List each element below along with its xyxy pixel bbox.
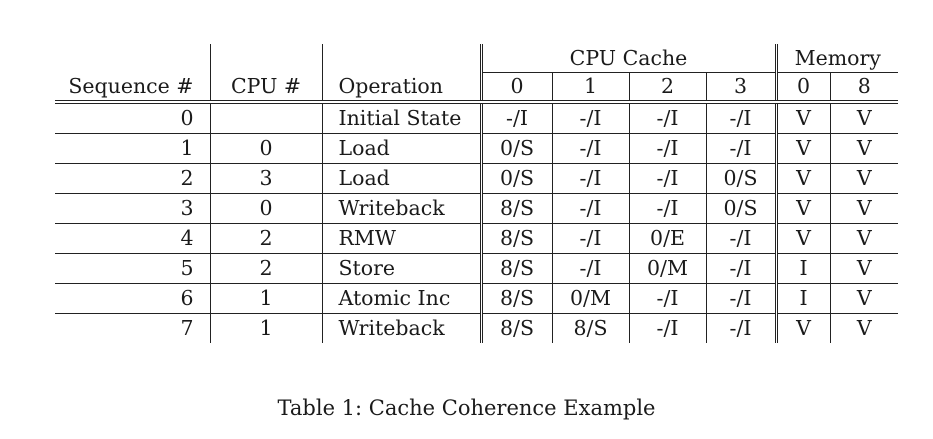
cache-state-cell: 0/S (705, 163, 776, 194)
cache-state-cell: 8/S (479, 223, 552, 254)
cache-state-cell: -/I (705, 223, 776, 254)
cache-state-cell: -/I (551, 163, 629, 194)
operation-cell: Store (321, 253, 481, 284)
cache-state-cell: -/I (628, 133, 706, 164)
memory-state-cell: V (774, 223, 830, 254)
blank-header-cell (209, 44, 322, 73)
sequence-cell: 0 (55, 102, 210, 134)
operation-cell: Initial State (321, 102, 481, 134)
blank-header-cell (321, 44, 481, 73)
memory-state-cell: V (829, 253, 898, 284)
cpu-column-header: CPU # (209, 72, 322, 104)
sequence-cell: 5 (55, 253, 210, 284)
sequence-cell: 1 (55, 133, 210, 164)
table-row: 5 2 Store 8/S -/I 0/M -/I I V (55, 253, 898, 284)
cache-state-cell: -/I (479, 102, 552, 134)
cache-state-cell: 8/S (479, 193, 552, 224)
cache-state-cell: 0/S (479, 133, 552, 164)
operation-cell: Atomic Inc (321, 283, 481, 314)
cache-state-cell: -/I (705, 283, 776, 314)
table-row: 4 2 RMW 8/S -/I 0/E -/I V V (55, 223, 898, 254)
cache-state-cell: 8/S (479, 253, 552, 284)
cache-state-cell: -/I (705, 313, 776, 343)
table-row: 1 0 Load 0/S -/I -/I -/I V V (55, 133, 898, 164)
cache-state-cell: 8/S (479, 313, 552, 343)
table-caption: Table 1: Cache Coherence Example (277, 396, 656, 420)
operation-cell: Writeback (321, 193, 481, 224)
operation-cell: Load (321, 163, 481, 194)
memory-state-cell: V (774, 193, 830, 224)
memory-state-cell: V (774, 313, 830, 343)
group-header-row: CPU Cache Memory (55, 44, 898, 73)
blank-header-cell (55, 44, 210, 73)
memory-column-header: 8 (829, 72, 898, 104)
operation-cell: Writeback (321, 313, 481, 343)
cache-state-cell: 0/S (705, 193, 776, 224)
table-row: 3 0 Writeback 8/S -/I -/I 0/S V V (55, 193, 898, 224)
cache-column-header: 3 (705, 72, 776, 104)
memory-state-cell: V (829, 283, 898, 314)
cpu-cell: 1 (209, 313, 322, 343)
cache-state-cell: -/I (551, 253, 629, 284)
cache-state-cell: -/I (551, 223, 629, 254)
cache-state-cell: -/I (551, 133, 629, 164)
memory-state-cell: V (829, 133, 898, 164)
memory-state-cell: I (774, 283, 830, 314)
cpu-cell: 2 (209, 223, 322, 254)
cache-state-cell: 0/M (628, 253, 706, 284)
cache-state-cell: -/I (705, 133, 776, 164)
memory-state-cell: V (829, 223, 898, 254)
sequence-cell: 6 (55, 283, 210, 314)
table-row: 2 3 Load 0/S -/I -/I 0/S V V (55, 163, 898, 194)
cpu-cell: 3 (209, 163, 322, 194)
memory-state-cell: I (774, 253, 830, 284)
cache-state-cell: 0/M (551, 283, 629, 314)
cache-state-cell: -/I (551, 193, 629, 224)
memory-state-cell: V (829, 193, 898, 224)
cpu-cell: 2 (209, 253, 322, 284)
cache-state-cell: -/I (628, 313, 706, 343)
sequence-cell: 2 (55, 163, 210, 194)
table-row: 7 1 Writeback 8/S 8/S -/I -/I V V (55, 313, 898, 343)
table-row: 0 Initial State -/I -/I -/I -/I V V (55, 102, 898, 134)
sequence-cell: 4 (55, 223, 210, 254)
cpu-cache-group-header: CPU Cache (479, 44, 776, 73)
operation-cell: Load (321, 133, 481, 164)
column-header-row: Sequence # CPU # Operation 0 1 2 3 0 8 (55, 72, 898, 104)
operation-column-header: Operation (321, 72, 481, 104)
cache-state-cell: -/I (628, 163, 706, 194)
cpu-cell: 0 (209, 193, 322, 224)
memory-column-header: 0 (774, 72, 830, 104)
cache-column-header: 1 (551, 72, 629, 104)
cache-state-cell: -/I (628, 193, 706, 224)
cache-state-cell: -/I (705, 102, 776, 134)
sequence-cell: 7 (180, 316, 194, 341)
cache-state-cell: 8/S (551, 313, 629, 343)
cpu-cell: 0 (209, 133, 322, 164)
cache-state-cell: -/I (551, 102, 629, 134)
cache-state-cell: -/I (628, 283, 706, 314)
cache-column-header: 0 (479, 72, 552, 104)
operation-cell: RMW (321, 223, 481, 254)
cache-state-cell: -/I (705, 253, 776, 284)
memory-group-header: Memory (774, 44, 898, 73)
cache-column-header: 2 (628, 72, 706, 104)
cache-state-cell: 8/S (479, 283, 552, 314)
cpu-cell (209, 102, 322, 134)
memory-state-cell: V (829, 102, 898, 134)
table-row: 6 1 Atomic Inc 8/S 0/M -/I -/I I V (55, 283, 898, 314)
cache-state-cell: 0/S (479, 163, 552, 194)
cache-state-cell: 0/E (628, 223, 706, 254)
memory-state-cell: V (774, 163, 830, 194)
cpu-cell: 1 (209, 283, 322, 314)
cache-coherence-table-wrapper: CPU Cache Memory Sequence # CPU # Operat… (55, 44, 898, 343)
sequence-cell: 3 (55, 193, 210, 224)
sequence-column-header: Sequence # (55, 72, 210, 104)
memory-state-cell: V (774, 102, 830, 134)
cache-state-cell: -/I (628, 102, 706, 134)
cache-coherence-table: CPU Cache Memory Sequence # CPU # Operat… (55, 44, 898, 343)
memory-state-cell: V (829, 163, 898, 194)
memory-state-cell: V (829, 313, 898, 343)
memory-state-cell: V (774, 133, 830, 164)
